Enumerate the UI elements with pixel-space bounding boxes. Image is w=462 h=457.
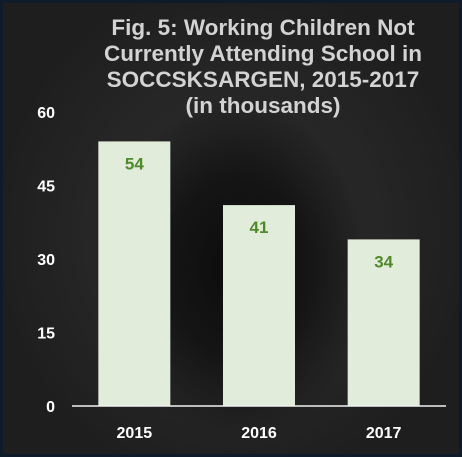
chart-title-line-2: Currently Attending School in bbox=[104, 41, 422, 66]
y-tick-label: 45 bbox=[37, 179, 55, 196]
chart-title: Fig. 5: Working Children Not Currently A… bbox=[73, 15, 453, 119]
data-label: 34 bbox=[374, 252, 393, 271]
bar bbox=[347, 239, 420, 406]
chart-title-line-4: (in thousands) bbox=[185, 93, 341, 118]
y-tick-label: 0 bbox=[46, 399, 55, 416]
bar bbox=[98, 141, 171, 406]
y-tick-label: 60 bbox=[37, 105, 55, 122]
data-label: 54 bbox=[125, 154, 144, 173]
x-tick-label: 2016 bbox=[241, 425, 277, 442]
data-label: 41 bbox=[250, 218, 269, 237]
x-tick-label: 2015 bbox=[117, 425, 153, 442]
chart-title-line-3: SOCCSKSARGEN, 2015-2017 bbox=[106, 67, 420, 92]
y-tick-label: 15 bbox=[37, 326, 55, 343]
x-tick-label: 2017 bbox=[366, 425, 402, 442]
chart-title-line-1: Fig. 5: Working Children Not bbox=[111, 15, 415, 40]
bar bbox=[223, 205, 295, 406]
y-tick-label: 30 bbox=[37, 252, 55, 269]
